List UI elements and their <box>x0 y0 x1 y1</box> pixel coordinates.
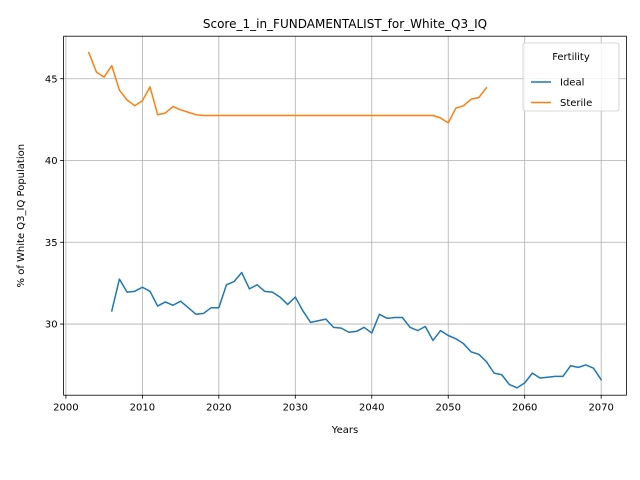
axis-ticks: 2000 2010 2020 2030 2040 2050 2060 2070 30 35 40 45 <box>45 74 614 413</box>
x-tick-label: 2040 <box>359 403 384 414</box>
series-line-ideal <box>110 271 603 389</box>
legend-label-ideal: Ideal <box>560 78 584 89</box>
x-tick-label: 2070 <box>588 403 613 414</box>
series-layer <box>87 51 603 389</box>
x-tick-label: 2010 <box>130 403 155 414</box>
y-tick-label: 35 <box>45 238 58 249</box>
y-axis-label: % of White Q3_IQ Population <box>16 144 27 288</box>
series-line-sterile <box>87 51 488 124</box>
legend: Fertility Ideal Sterile <box>522 42 620 112</box>
y-tick-label: 40 <box>45 156 58 167</box>
y-tick-label: 45 <box>45 74 58 85</box>
x-tick-label: 2030 <box>283 403 308 414</box>
x-tick-label: 2060 <box>512 403 537 414</box>
x-tick-label: 2020 <box>206 403 231 414</box>
legend-label-sterile: Sterile <box>560 98 592 109</box>
plot-frame <box>63 35 627 396</box>
x-tick-label: 2000 <box>53 403 78 414</box>
y-tick-label: 30 <box>45 320 58 331</box>
x-tick-label: 2050 <box>436 403 461 414</box>
legend-title: Fertility <box>552 52 590 63</box>
x-axis-label: Years <box>331 425 358 436</box>
chart-title: Score_1_in_FUNDAMENTALIST_for_White_Q3_I… <box>203 17 487 31</box>
legend-box <box>522 42 620 112</box>
